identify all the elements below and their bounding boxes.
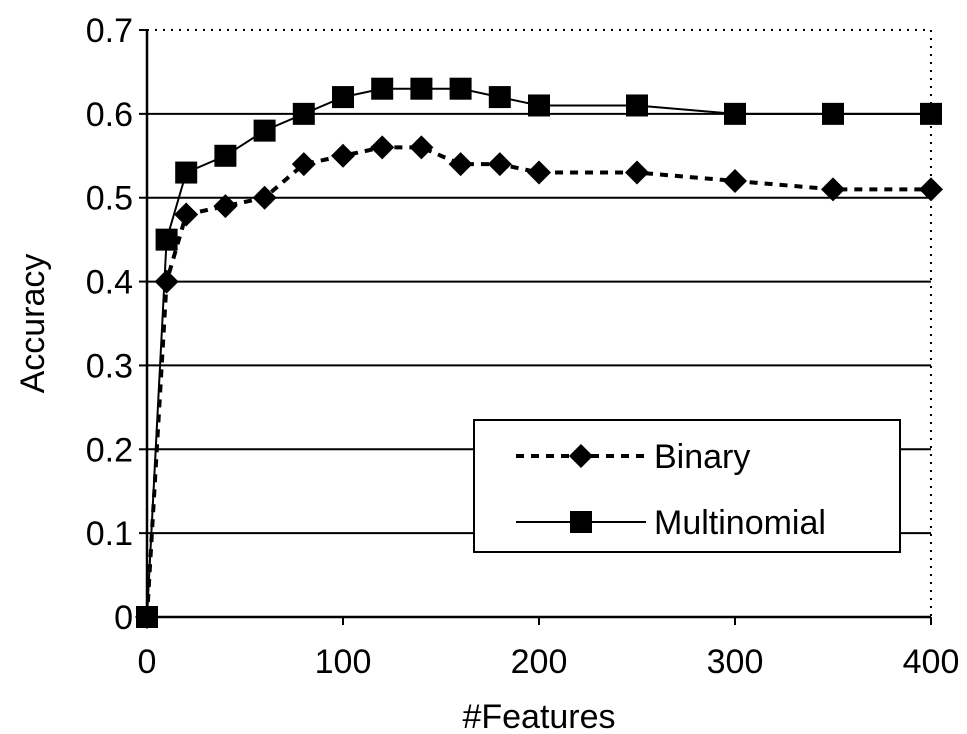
data-point-binary bbox=[527, 160, 551, 185]
y-tick-label: 0.1 bbox=[86, 515, 133, 553]
data-point-multinomial bbox=[214, 144, 237, 167]
series-line-binary bbox=[145, 145, 931, 618]
y-axis-title: Accuracy bbox=[14, 254, 52, 394]
legend-label-multinomial: Multinomial bbox=[654, 504, 826, 542]
y-tick-label: 0.5 bbox=[86, 180, 133, 218]
data-point-multinomial bbox=[724, 102, 746, 125]
data-point-multinomial bbox=[528, 94, 550, 117]
x-tick-label: 400 bbox=[903, 643, 960, 681]
series-line-multinomial bbox=[146, 87, 931, 618]
data-point-binary bbox=[252, 185, 277, 210]
data-point-binary bbox=[409, 135, 434, 160]
data-point-multinomial bbox=[292, 102, 315, 125]
data-point-binary bbox=[331, 143, 355, 168]
data-point-binary bbox=[919, 177, 943, 202]
data-point-binary bbox=[487, 152, 512, 177]
y-tick-label: 0.4 bbox=[86, 264, 133, 302]
data-point-multinomial bbox=[920, 102, 942, 125]
data-point-binary bbox=[370, 135, 395, 160]
legend-box bbox=[473, 419, 901, 553]
data-point-binary bbox=[625, 160, 649, 185]
legend-marker-binary bbox=[569, 444, 593, 468]
data-point-multinomial bbox=[371, 77, 394, 100]
data-point-binary bbox=[135, 605, 159, 629]
legend-label-binary: Binary bbox=[654, 438, 750, 476]
data-point-multinomial bbox=[488, 86, 511, 109]
data-point-binary bbox=[448, 152, 473, 177]
y-tick-label: 0.3 bbox=[86, 347, 133, 385]
series-binary bbox=[135, 135, 943, 629]
x-tick-label: 100 bbox=[315, 643, 372, 681]
y-tick-label: 0 bbox=[114, 599, 133, 637]
data-point-binary bbox=[174, 202, 199, 227]
plot-frame bbox=[147, 29, 932, 617]
legend: Binary Multinomial bbox=[473, 419, 901, 553]
axes: 0 0.1 0.2 0.3 0.4 0.5 0.6 0.7 0 100 200 300 400 bbox=[86, 12, 960, 681]
y-tick-label: 0.7 bbox=[86, 12, 133, 50]
y-tick-label: 0.6 bbox=[86, 96, 133, 134]
legend-marker-multinomial bbox=[570, 511, 592, 533]
x-tick-label: 200 bbox=[511, 643, 568, 681]
data-point-multinomial bbox=[822, 102, 844, 125]
data-point-multinomial bbox=[410, 77, 433, 100]
data-point-multinomial bbox=[626, 94, 648, 117]
data-point-multinomial bbox=[175, 161, 198, 184]
data-point-binary bbox=[291, 152, 316, 177]
data-point-binary bbox=[154, 269, 179, 294]
data-point-multinomial bbox=[332, 86, 354, 109]
x-tick-label: 300 bbox=[707, 643, 764, 681]
x-tick-label: 0 bbox=[138, 643, 157, 681]
data-point-multinomial bbox=[449, 77, 472, 100]
series-group bbox=[135, 77, 943, 629]
x-axis-title: #Features bbox=[462, 698, 615, 734]
data-point-binary bbox=[821, 177, 845, 202]
data-point-binary bbox=[723, 168, 747, 193]
data-point-binary bbox=[213, 194, 238, 219]
data-point-multinomial bbox=[253, 119, 276, 142]
data-point-multinomial bbox=[155, 228, 178, 251]
y-tick-label: 0.2 bbox=[86, 431, 133, 469]
